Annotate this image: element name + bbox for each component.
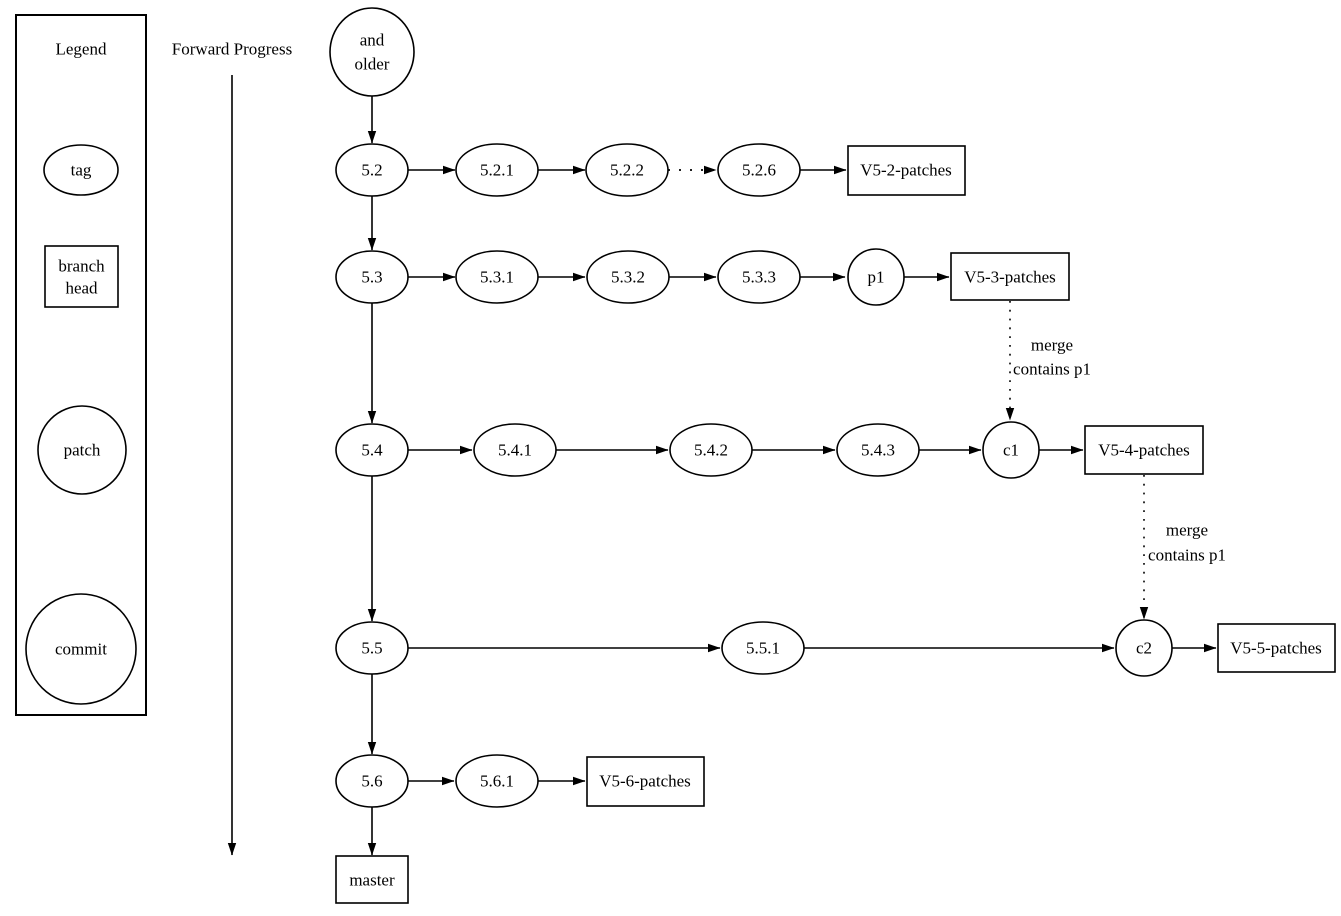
node-5-6-1 — [455, 754, 539, 808]
legend-tag-label: tag — [71, 161, 92, 180]
branch-head-box-v5-2-patches — [847, 145, 966, 196]
legend-title: Legend — [56, 40, 107, 59]
row-5-2: and older 5.2 5.2.1 5.2.2 5.2.6 V5-2-pat… — [329, 7, 966, 197]
node-5-4-label: 5.4 — [361, 441, 383, 460]
node-5-5-1-label: 5.5.1 — [746, 639, 780, 658]
node-5-2-6-label: 5.2.6 — [742, 161, 776, 180]
node-5-2-1 — [455, 143, 539, 197]
merge-edge-2-label-line1: merge — [1166, 521, 1208, 540]
node-5-3-2-label: 5.3.2 — [611, 268, 645, 287]
legend-commit-shape — [25, 593, 137, 705]
node-5-3-1 — [455, 250, 539, 304]
node-5-3-3-label: 5.3.3 — [742, 268, 776, 287]
row-master: master — [335, 855, 409, 904]
node-5-6 — [335, 754, 409, 808]
node-5-2-6 — [717, 143, 801, 197]
node-and-older-label-line1: and — [360, 31, 385, 50]
node-p1-label: p1 — [868, 268, 885, 287]
branch-head-v5-3-patches-label: V5-3-patches — [964, 268, 1056, 287]
node-5-2-label: 5.2 — [361, 161, 382, 180]
node-5-2-1-label: 5.2.1 — [480, 161, 514, 180]
branch-head-box-v5-6-patches — [586, 756, 705, 807]
legend-branch-head-label-line1: branch — [58, 257, 105, 276]
node-5-5-1 — [721, 621, 805, 675]
node-c2-commit — [1115, 619, 1173, 677]
node-5-4-3-label: 5.4.3 — [861, 441, 895, 460]
node-5-4-2 — [669, 423, 753, 477]
branch-head-v5-6-patches-label: V5-6-patches — [599, 772, 691, 791]
branch-head-box-v5-4-patches — [1084, 425, 1204, 475]
row-5-3: 5.3 5.3.1 5.3.2 5.3.3 p1 V5-3-patches — [335, 248, 1070, 306]
node-5-4-3 — [836, 423, 920, 477]
node-5-6-label: 5.6 — [361, 772, 382, 791]
merge-edge-2-label-line2: contains p1 — [1148, 546, 1226, 565]
node-5-4-1-label: 5.4.1 — [498, 441, 532, 460]
row-5-6: 5.6 5.6.1 V5-6-patches — [335, 754, 705, 808]
merge-edge-1-label-line1: merge — [1031, 336, 1073, 355]
legend-tag-shape — [43, 144, 119, 196]
legend-commit-label: commit — [55, 640, 107, 659]
node-5-4-1 — [473, 423, 557, 477]
forward-progress: Forward Progress — [172, 40, 292, 856]
legend-patch-label: patch — [64, 441, 101, 460]
legend-box — [15, 14, 147, 716]
merge-edge-1: merge contains p1 — [1005, 301, 1091, 421]
node-5-4 — [335, 423, 409, 477]
branch-head-master-label: master — [349, 871, 395, 890]
legend-patch-shape — [37, 405, 127, 495]
legend: Legend tag branch head patch commit — [15, 14, 147, 716]
branch-head-v5-4-patches-label: V5-4-patches — [1098, 441, 1190, 460]
node-c1-commit — [982, 421, 1040, 479]
node-5-2-2 — [585, 143, 669, 197]
node-5-3 — [335, 250, 409, 304]
node-5-2-2-label: 5.2.2 — [610, 161, 644, 180]
node-and-older-label-line2: older — [355, 55, 390, 74]
node-c2-label: c2 — [1136, 639, 1152, 658]
merge-edge-1-label-line2: contains p1 — [1013, 360, 1091, 379]
row-5-5: 5.5 5.5.1 c2 V5-5-patches — [335, 619, 1336, 677]
node-5-3-label: 5.3 — [361, 268, 382, 287]
node-c1-label: c1 — [1003, 441, 1019, 460]
node-5-2 — [335, 143, 409, 197]
node-5-5-label: 5.5 — [361, 639, 382, 658]
node-5-5 — [335, 621, 409, 675]
forward-progress-label: Forward Progress — [172, 40, 292, 59]
branch-head-box-master — [335, 855, 409, 904]
branch-head-v5-5-patches-label: V5-5-patches — [1230, 639, 1322, 658]
node-p1-patch — [847, 248, 905, 306]
node-5-4-2-label: 5.4.2 — [694, 441, 728, 460]
node-5-3-3 — [717, 250, 801, 304]
legend-branch-head-label-line2: head — [65, 279, 98, 298]
node-and-older — [329, 7, 415, 97]
branch-head-box-v5-5-patches — [1217, 623, 1336, 673]
node-5-6-1-label: 5.6.1 — [480, 772, 514, 791]
branch-head-v5-2-patches-label: V5-2-patches — [860, 161, 952, 180]
legend-branch-head-shape — [44, 245, 119, 308]
row-5-4: 5.4 5.4.1 5.4.2 5.4.3 c1 V5-4-patches — [335, 421, 1204, 479]
branch-head-box-v5-3-patches — [950, 252, 1070, 301]
node-5-3-1-label: 5.3.1 — [480, 268, 514, 287]
merge-edge-2: merge contains p1 — [1139, 475, 1226, 620]
node-5-3-2 — [586, 250, 670, 304]
